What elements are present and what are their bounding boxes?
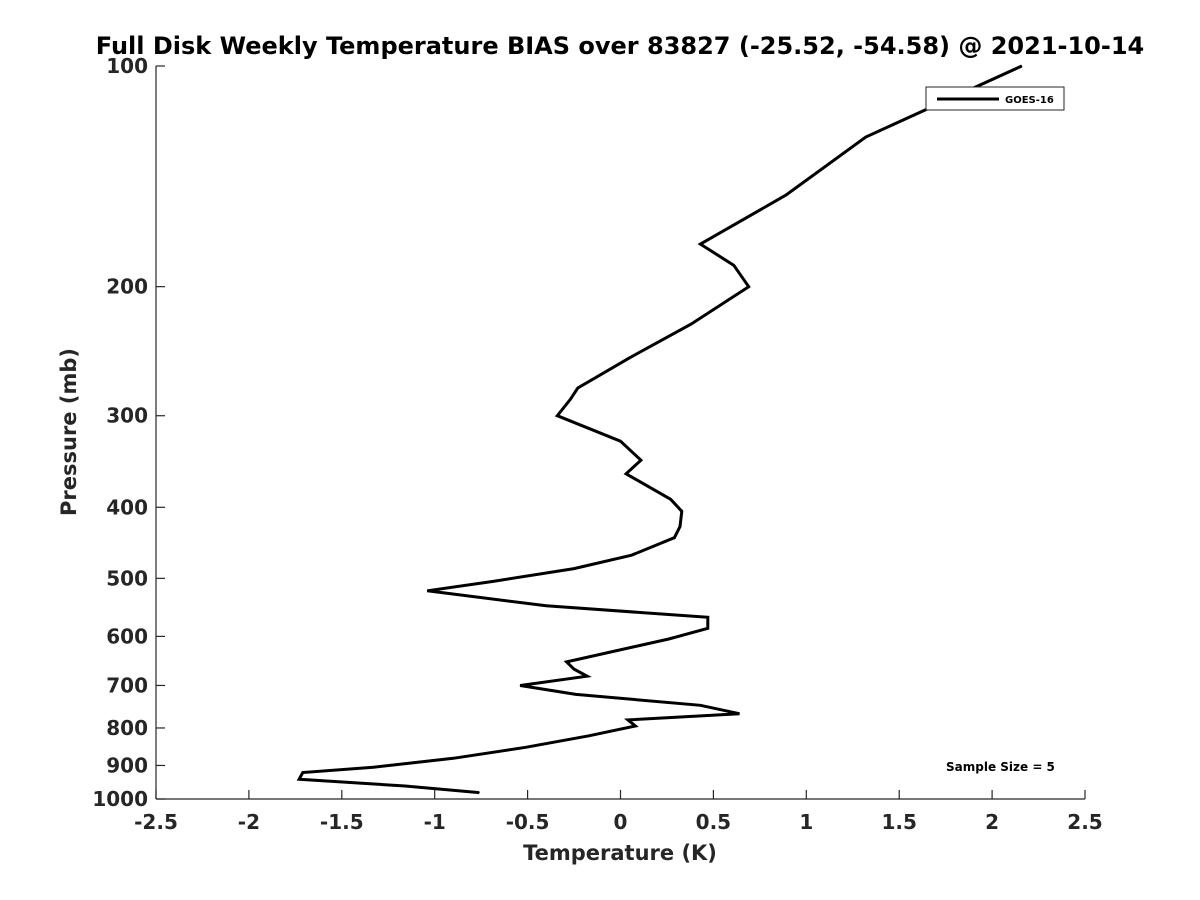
series-point <box>690 323 692 325</box>
series-point <box>733 264 735 266</box>
x-tick-label: 0 <box>614 810 628 834</box>
y-tick-label: 500 <box>106 566 148 590</box>
x-tick-label: 0.5 <box>696 810 731 834</box>
series-point <box>679 526 681 528</box>
y-axis-label: Pressure (mb) <box>57 348 81 516</box>
series-point <box>452 757 454 759</box>
x-tick-label: 1 <box>799 810 813 834</box>
series-point <box>625 473 627 475</box>
series-point <box>699 704 701 706</box>
y-tick-label: 1000 <box>92 787 148 811</box>
y-tick-label: 600 <box>106 624 148 648</box>
series-point <box>556 415 558 417</box>
series-point <box>573 668 575 670</box>
series-point <box>426 590 428 592</box>
series-point <box>1021 65 1023 67</box>
x-axis-label: Temperature (K) <box>523 841 717 865</box>
series-point <box>627 719 629 721</box>
series-point <box>569 398 571 400</box>
y-tick-label: 400 <box>106 495 148 519</box>
series-point <box>566 661 568 663</box>
series-point <box>298 778 300 780</box>
series-point <box>575 693 577 695</box>
series-point <box>491 581 493 582</box>
series-point <box>620 440 621 442</box>
series-point <box>640 459 642 461</box>
series-point <box>673 537 675 539</box>
series-point <box>573 568 575 570</box>
series-point <box>738 713 740 715</box>
y-tick-label: 800 <box>106 716 148 740</box>
series-point <box>707 616 709 618</box>
series-point <box>668 638 670 640</box>
series-point <box>629 357 631 359</box>
series-layer <box>296 64 1023 795</box>
y-tick-label: 100 <box>106 54 148 78</box>
x-tick-label: -1.5 <box>320 810 364 834</box>
y-tick-label: 200 <box>106 275 148 299</box>
series-point <box>588 735 590 737</box>
y-tick-label: 900 <box>106 753 148 777</box>
series-point <box>525 746 527 748</box>
x-tick-label: 2 <box>985 810 999 834</box>
legend-label: GOES-16 <box>1005 95 1054 106</box>
series-point <box>586 675 588 677</box>
x-tick-label: -2 <box>238 810 260 834</box>
x-tick-label: -1 <box>424 810 446 834</box>
series-point <box>631 554 633 556</box>
x-tick-label: -2.5 <box>134 810 178 834</box>
plot-area <box>156 66 1085 799</box>
series-point <box>670 498 672 500</box>
series-point <box>519 685 521 686</box>
series-point <box>634 725 636 727</box>
x-tick-label: 2.5 <box>1067 810 1102 834</box>
chart-title: Full Disk Weekly Temperature BIAS over 8… <box>96 32 1144 60</box>
series-point <box>404 785 406 787</box>
series-point <box>699 243 701 245</box>
series-point <box>302 772 304 773</box>
y-tick-label: 300 <box>106 404 148 428</box>
series-point <box>681 510 683 512</box>
x-ticks: -2.5 -2 -1.5 -1 -0.5 0 0.5 1 1.5 2 2.5 <box>134 790 1103 834</box>
x-tick-label: -0.5 <box>506 810 550 834</box>
series-point <box>785 194 787 196</box>
series-point <box>748 286 750 288</box>
x-tick-label: 1.5 <box>881 810 916 834</box>
series-point <box>478 792 480 794</box>
series-point <box>545 605 547 607</box>
legend: GOES-16 <box>925 86 1065 111</box>
sample-size-annotation: Sample Size = 5 <box>946 760 1055 774</box>
series-point <box>865 136 867 138</box>
series-point <box>577 387 579 389</box>
series-point <box>372 766 374 768</box>
series-point <box>707 627 709 629</box>
y-ticks: 100 200 300 400 500 600 700 800 900 1000 <box>92 54 165 811</box>
y-tick-label: 700 <box>106 673 148 697</box>
